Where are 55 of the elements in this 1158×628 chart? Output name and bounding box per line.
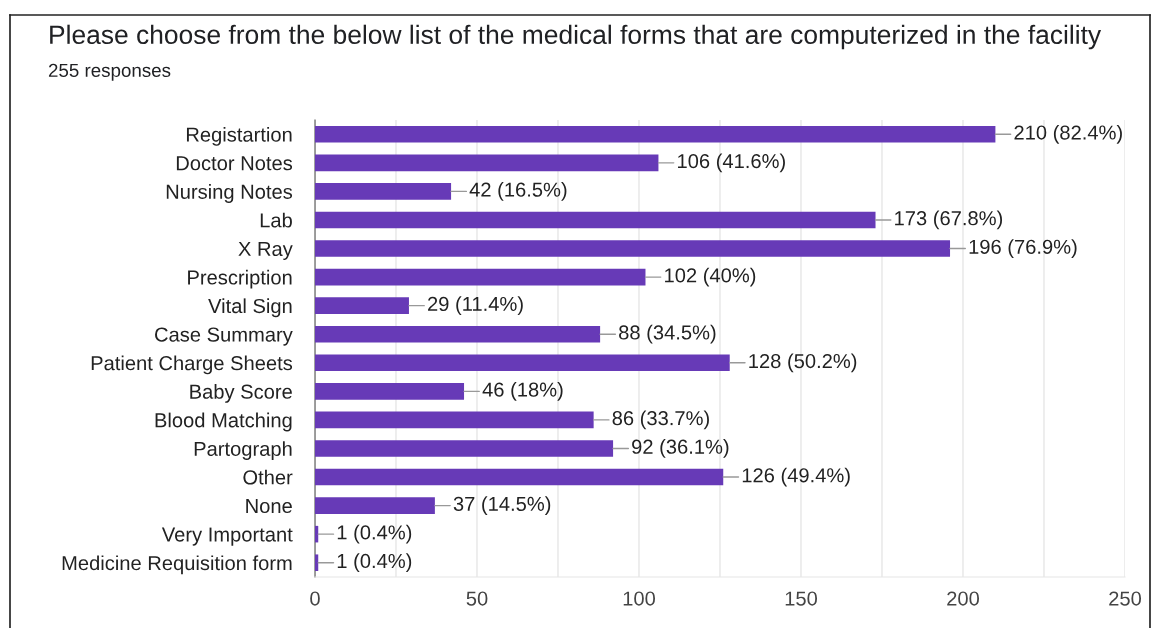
data-label: 102 (40%) [665, 267, 756, 287]
bar [315, 497, 435, 514]
data-label: 210 (82.4%) [1014, 124, 1122, 144]
text: 255 responses [48, 63, 171, 81]
data-label: 88 (34.5%) [619, 324, 716, 344]
y-tick-label: Patient Charge Sheets [91, 355, 293, 375]
bar [315, 183, 452, 200]
data-label: 42 (16.5%) [469, 182, 567, 201]
data-label: 1 (0.4%) [337, 524, 412, 544]
bar [315, 126, 996, 143]
data-label: 86 (33.7%) [612, 410, 709, 430]
data-label: 196 (76.9%) [969, 239, 1077, 258]
data-label: 1 (0.4%) [337, 553, 412, 573]
data-label: 37 (14.5%) [453, 496, 551, 515]
bar [315, 240, 951, 257]
x-tick-label: 100 [623, 591, 656, 606]
x-tick-label: 250 [1109, 591, 1142, 606]
bar [315, 154, 659, 172]
data-label: 46 (18%) [482, 381, 563, 401]
bar [315, 383, 465, 400]
y-tick-label: Partograph [194, 441, 292, 460]
data-label: 173 (67.8%) [895, 210, 1003, 230]
y-tick-label: Blood Matching [155, 412, 292, 432]
x-tick-label: 200 [947, 591, 980, 606]
bar [315, 268, 646, 286]
bar [315, 354, 730, 372]
y-tick-label: Medicine Requisition form [62, 555, 292, 575]
bar [315, 440, 614, 457]
bar [315, 554, 319, 571]
y-tick-label: Prescription [188, 269, 292, 289]
y-tick-label: Baby Score [190, 384, 292, 403]
y-tick-label: Other [243, 469, 293, 485]
x-tick-label: 150 [785, 591, 818, 606]
bar [315, 468, 724, 486]
y-tick-label: Nursing Notes [166, 184, 293, 203]
x-tick-label: 0 [310, 591, 320, 606]
y-tick-label: Lab [260, 212, 292, 228]
x-tick-label: 50 [466, 591, 488, 606]
y-tick-label: Very Important [161, 527, 293, 546]
bar [315, 211, 876, 229]
y-tick-label: Doctor Notes [176, 156, 293, 171]
y-tick-label: None [246, 499, 292, 514]
data-label: 92 (36.1%) [632, 439, 729, 458]
bar [315, 411, 594, 429]
data-label: 29 (11.4%) [428, 296, 523, 316]
data-label: 128 (50.2%) [749, 353, 857, 373]
y-tick-label: Registartion [186, 126, 292, 146]
y-tick-label: Case Summary [155, 327, 293, 346]
chart-title: Please choose from the below list of the medical forms that are computerized in the facility [50, 24, 1102, 50]
data-label: 106 (41.6%) [678, 153, 785, 173]
y-tick-label: X Ray [238, 241, 293, 261]
data-label: 126 (49.4%) [742, 467, 850, 487]
bar [315, 325, 601, 343]
bar [315, 297, 409, 314]
y-tick-label: Vital Sign [208, 298, 292, 318]
